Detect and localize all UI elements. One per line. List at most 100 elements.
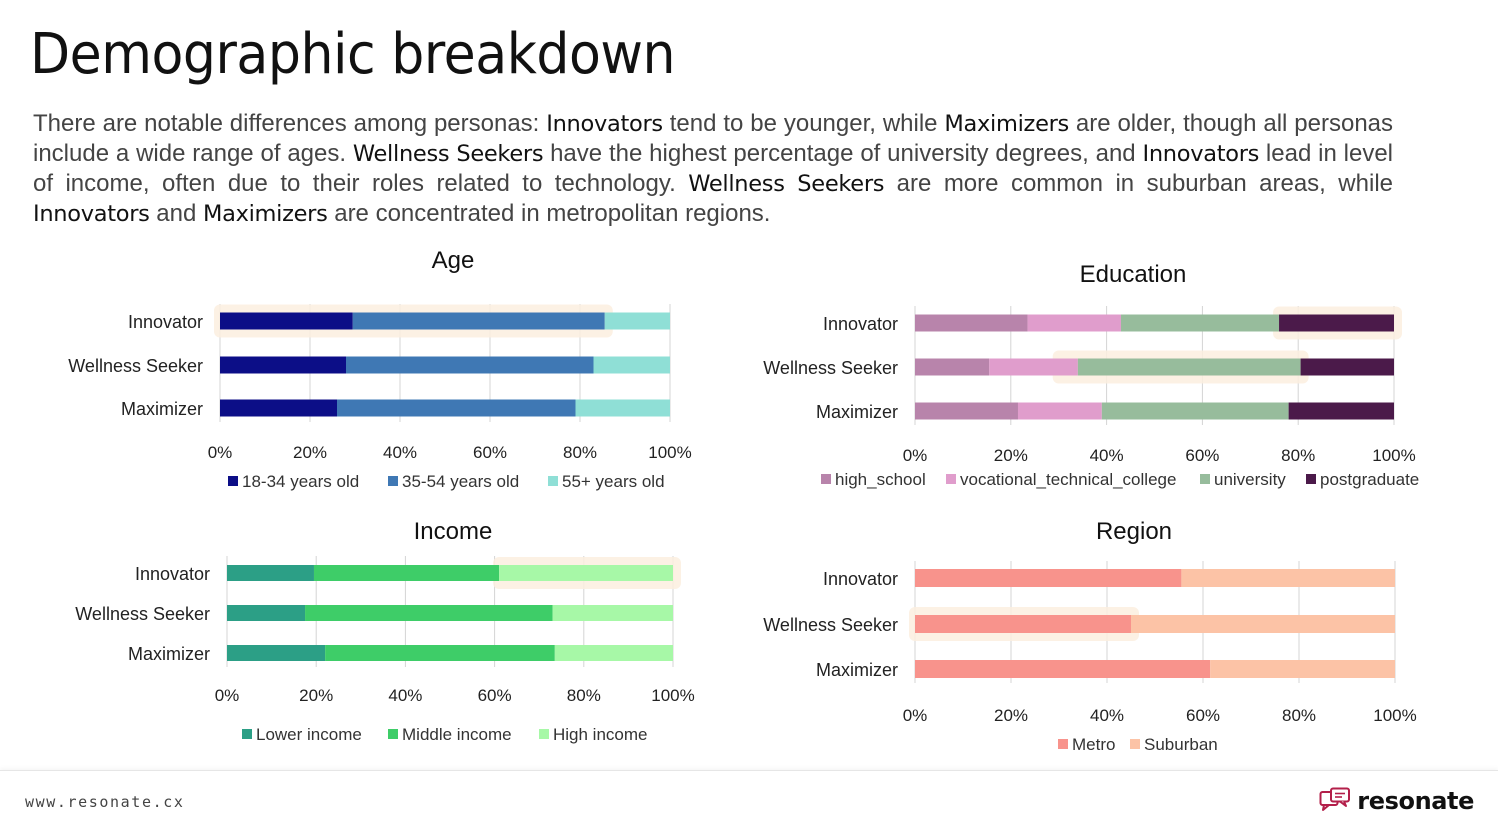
legend-label: Lower income <box>256 725 362 744</box>
x-tick-label: 60% <box>478 686 512 705</box>
bar-segment <box>554 645 673 661</box>
bar-segment <box>604 312 670 330</box>
x-tick-label: 80% <box>1282 706 1316 725</box>
x-tick-label: 100% <box>1372 446 1415 465</box>
intro-emphasis: Wellness Seekers <box>352 141 544 167</box>
category-label: Wellness Seeker <box>75 604 210 624</box>
brand-logo[interactable]: resonate <box>1319 786 1474 816</box>
x-tick-label: 0% <box>208 443 233 462</box>
bar-segment <box>220 312 353 330</box>
legend-label: 18-34 years old <box>242 472 359 491</box>
category-label: Innovator <box>128 312 203 332</box>
bar-segment <box>220 356 346 374</box>
category-label: Wellness Seeker <box>763 615 898 635</box>
chart-title: Income <box>414 518 493 545</box>
legend-label: high_school <box>835 470 926 489</box>
intro-text: are more common in suburban areas, while <box>884 170 1393 197</box>
legend-swatch <box>946 474 956 484</box>
x-tick-label: 80% <box>1281 446 1315 465</box>
intro-text: There are notable differences among pers… <box>33 110 547 137</box>
intro-emphasis: Innovators <box>33 201 150 227</box>
brand-name: resonate <box>1357 787 1474 815</box>
bar-segment <box>499 565 673 581</box>
bar-segment <box>220 399 337 417</box>
bar-segment <box>989 358 1078 376</box>
charts-area: Age Innovator Wellness Seeker Maximizer 0% 20… <box>68 247 1419 754</box>
intro-emphasis: Innovators <box>1142 141 1260 167</box>
legend-label: Middle income <box>402 725 512 744</box>
x-tick-label: 60% <box>1185 446 1219 465</box>
x-tick-label: 0% <box>903 706 928 725</box>
chart-title: Region <box>1096 518 1172 545</box>
legend-label: Suburban <box>1144 735 1218 754</box>
bar-segment <box>915 615 1131 633</box>
bar-segment <box>1181 569 1395 587</box>
bar-segment <box>1077 358 1301 376</box>
footer-url[interactable]: www.resonate.cx <box>25 793 185 811</box>
x-tick-label: 20% <box>293 443 327 462</box>
bar-segment <box>915 569 1182 587</box>
legend-swatch <box>539 729 549 739</box>
x-tick-label: 100% <box>651 686 694 705</box>
category-label: Innovator <box>135 564 210 584</box>
intro-text: have the highest percentage of universit… <box>543 140 1143 167</box>
legend-label: vocational_technical_college <box>960 470 1176 489</box>
bar-segment <box>575 399 670 417</box>
bar-segment <box>1017 402 1102 420</box>
bar-segment <box>552 605 673 621</box>
x-tick-label: 100% <box>1373 706 1416 725</box>
intro-text: are concentrated in metropolitan regions… <box>327 200 771 227</box>
chart-title: Education <box>1080 261 1187 288</box>
intro-paragraph: There are notable differences among pers… <box>33 109 1393 229</box>
intro-text: tend to be younger, while <box>662 110 945 137</box>
bar-segment <box>227 645 326 661</box>
bar-segment <box>915 402 1018 420</box>
legend-swatch <box>1200 474 1210 484</box>
income-chart: Income Innovator Wellness Seeker Maximizer 0… <box>75 518 694 744</box>
chart-title: Age <box>432 247 475 274</box>
bar-segment <box>1300 358 1394 376</box>
intro-emphasis: Innovators <box>546 111 663 137</box>
legend-swatch <box>548 476 558 486</box>
x-tick-label: 40% <box>388 686 422 705</box>
intro-text: are older, though all personas include a… <box>33 110 1394 167</box>
bar-segment <box>593 356 670 374</box>
x-tick-label: 60% <box>473 443 507 462</box>
legend-label: 55+ years old <box>562 472 665 491</box>
bar-segment <box>227 565 314 581</box>
legend-swatch <box>1130 739 1140 749</box>
category-label: Maximizer <box>121 399 203 419</box>
category-label: Maximizer <box>816 402 898 422</box>
bar-segment <box>1131 615 1395 633</box>
x-tick-label: 80% <box>563 443 597 462</box>
age-chart: Age Innovator Wellness Seeker Maximizer 0% 20… <box>68 247 691 491</box>
intro-emphasis: Maximizers <box>944 111 1069 137</box>
x-tick-label: 60% <box>1186 706 1220 725</box>
x-tick-label: 40% <box>1090 706 1124 725</box>
bar-segment <box>1120 314 1280 332</box>
x-tick-label: 80% <box>567 686 601 705</box>
legend-swatch <box>388 476 398 486</box>
intro-text: and <box>149 200 203 227</box>
category-label: Wellness Seeker <box>763 358 898 378</box>
legend-label: Metro <box>1072 735 1115 754</box>
intro-text: lead in level of income, often due to th… <box>33 140 1393 197</box>
legend-label: postgraduate <box>1320 470 1419 489</box>
legend-label: university <box>1214 470 1286 489</box>
bar-segment <box>313 565 500 581</box>
legend-swatch <box>1058 739 1068 749</box>
legend-swatch <box>821 474 831 484</box>
intro-emphasis: Maximizers <box>202 201 328 227</box>
category-label: Innovator <box>823 569 898 589</box>
bar-segment <box>1027 314 1121 332</box>
x-tick-label: 40% <box>1090 446 1124 465</box>
category-label: Maximizer <box>128 644 210 664</box>
legend-swatch <box>228 476 238 486</box>
bar-segment <box>325 645 555 661</box>
x-tick-label: 40% <box>383 443 417 462</box>
category-label: Wellness Seeker <box>68 356 203 376</box>
bar-segment <box>915 314 1028 332</box>
bar-segment <box>1288 402 1394 420</box>
legend-swatch <box>388 729 398 739</box>
bar-segment <box>227 605 306 621</box>
